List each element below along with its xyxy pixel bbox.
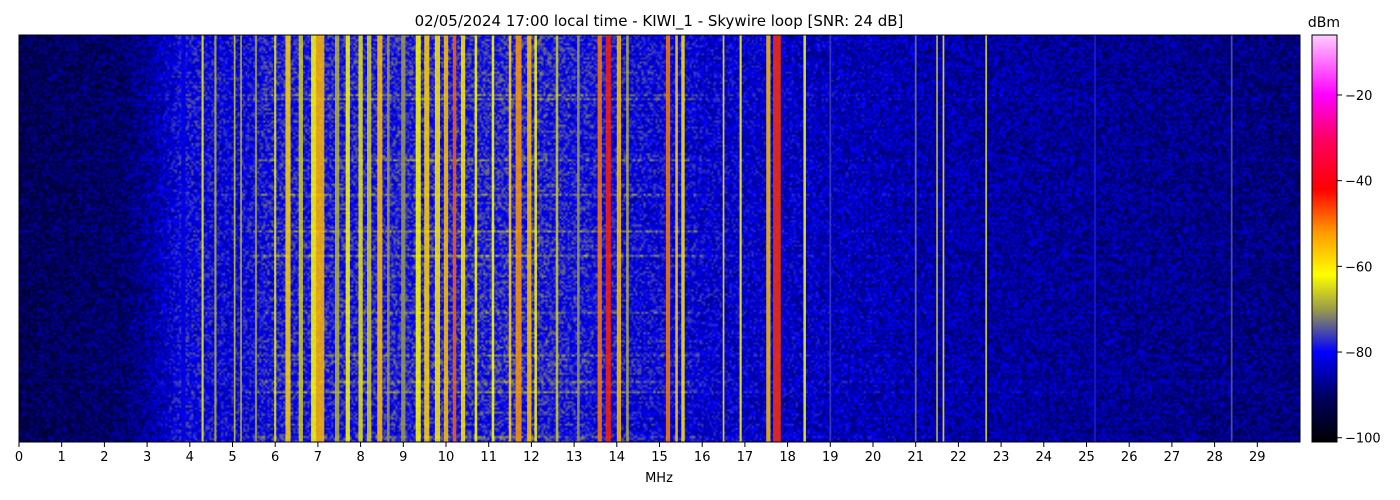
x-tick-label: 24: [1036, 450, 1053, 465]
x-tick-label: 1: [58, 450, 66, 465]
x-tick-label: 11: [480, 450, 497, 465]
x-tick-label: 21: [907, 450, 924, 465]
signal-band: [452, 35, 457, 442]
signal-band: [605, 35, 611, 442]
x-tick-label: 26: [1121, 450, 1138, 465]
x-tick-label: 22: [950, 450, 967, 465]
signal-band: [985, 35, 988, 442]
plot-area: [18, 34, 1301, 443]
signal-band: [936, 35, 938, 442]
signal-band: [254, 35, 258, 442]
x-tick-label: 28: [1206, 450, 1223, 465]
colorbar-tick-label: −40: [1345, 175, 1372, 190]
x-tick-label: 5: [228, 450, 236, 465]
signal-band: [773, 35, 781, 442]
signal-band: [274, 35, 277, 442]
signal-band: [367, 35, 372, 442]
x-tick-label: 20: [865, 450, 882, 465]
signal-band: [315, 35, 325, 442]
signal-band: [829, 35, 832, 442]
signal-band: [233, 35, 236, 442]
x-tick-label: 12: [523, 450, 540, 465]
signal-band: [415, 35, 421, 442]
x-tick-label: 15: [651, 450, 668, 465]
signal-band: [534, 35, 537, 442]
signal-band: [681, 35, 685, 442]
x-tick-label: 27: [1164, 450, 1181, 465]
signal-band: [914, 35, 917, 442]
signal-lines: [181, 35, 1233, 442]
x-axis-ticks: 0 1 2 3 4 5 6 7 8 9 10 11 12 13 14 15 16 17 18 19 20 21 22 23 24…: [15, 442, 1266, 465]
colorbar-gradient: [1311, 34, 1338, 443]
x-tick-label: 23: [993, 450, 1010, 465]
x-tick-label: 17: [737, 450, 754, 465]
signal-band: [1094, 35, 1096, 442]
signal-band: [515, 35, 522, 442]
colorbar-label: dBm: [1308, 15, 1340, 31]
colorbar-ticks: −20 −40 −60 −80 −100: [1337, 89, 1381, 447]
signal-band: [766, 35, 771, 442]
signal-band: [555, 35, 559, 442]
signal-band: [334, 35, 340, 442]
signal-band: [491, 35, 495, 442]
x-tick-label: 10: [438, 450, 455, 465]
signal-band: [722, 35, 725, 442]
x-tick-label: 0: [15, 450, 23, 465]
signal-band: [285, 35, 291, 442]
signal-band: [181, 35, 186, 442]
signal-band: [424, 35, 430, 442]
signal-band: [298, 35, 303, 442]
x-tick-label: 7: [314, 450, 322, 465]
signal-band: [401, 35, 406, 442]
signal-band: [597, 35, 602, 442]
colorbar: dBm −20 −40 −60 −80 −100: [1308, 15, 1381, 447]
signal-band: [387, 35, 390, 442]
signal-band: [1230, 35, 1233, 442]
signal-band: [358, 35, 363, 442]
x-tick-label: 8: [356, 450, 364, 465]
signal-band: [443, 35, 449, 442]
x-tick-label: 18: [779, 450, 796, 465]
signal-band: [311, 35, 317, 442]
x-tick-label: 14: [609, 450, 626, 465]
signal-band: [201, 35, 204, 442]
signal-band: [474, 35, 478, 442]
signal-band: [434, 35, 441, 442]
signal-band: [739, 35, 742, 442]
x-tick-label: 4: [186, 450, 194, 465]
colorbar-tick-label: −60: [1345, 260, 1372, 275]
x-tick-label: 19: [822, 450, 839, 465]
spectrogram-image: [19, 35, 1300, 442]
signal-band: [675, 35, 678, 442]
signal-band: [803, 35, 806, 442]
x-axis-label: MHz: [645, 471, 673, 486]
x-tick-label: 6: [271, 450, 279, 465]
x-tick-label: 16: [694, 450, 711, 465]
x-tick-label: 9: [399, 450, 407, 465]
signal-band: [508, 35, 512, 442]
colorbar-tick-label: −20: [1345, 89, 1372, 104]
signal-band: [214, 35, 217, 442]
x-tick-label: 25: [1078, 450, 1095, 465]
chart-title: 02/05/2024 17:00 local time - KIWI_1 - S…: [415, 12, 904, 31]
signal-band: [577, 35, 580, 442]
x-tick-label: 13: [566, 450, 583, 465]
signal-band: [240, 35, 242, 442]
x-tick-label: 3: [143, 450, 151, 465]
signal-band: [527, 35, 532, 442]
colorbar-tick-label: −80: [1345, 346, 1372, 361]
colorbar-tick-label: −100: [1345, 432, 1381, 447]
signal-band: [377, 35, 383, 442]
signal-band: [665, 35, 671, 442]
x-tick-label: 29: [1249, 450, 1266, 465]
signal-band: [460, 35, 466, 442]
signal-band: [345, 35, 350, 442]
x-tick-label: 2: [100, 450, 108, 465]
signal-band: [942, 35, 945, 442]
signal-band: [616, 35, 622, 442]
signal-band: [626, 35, 629, 442]
